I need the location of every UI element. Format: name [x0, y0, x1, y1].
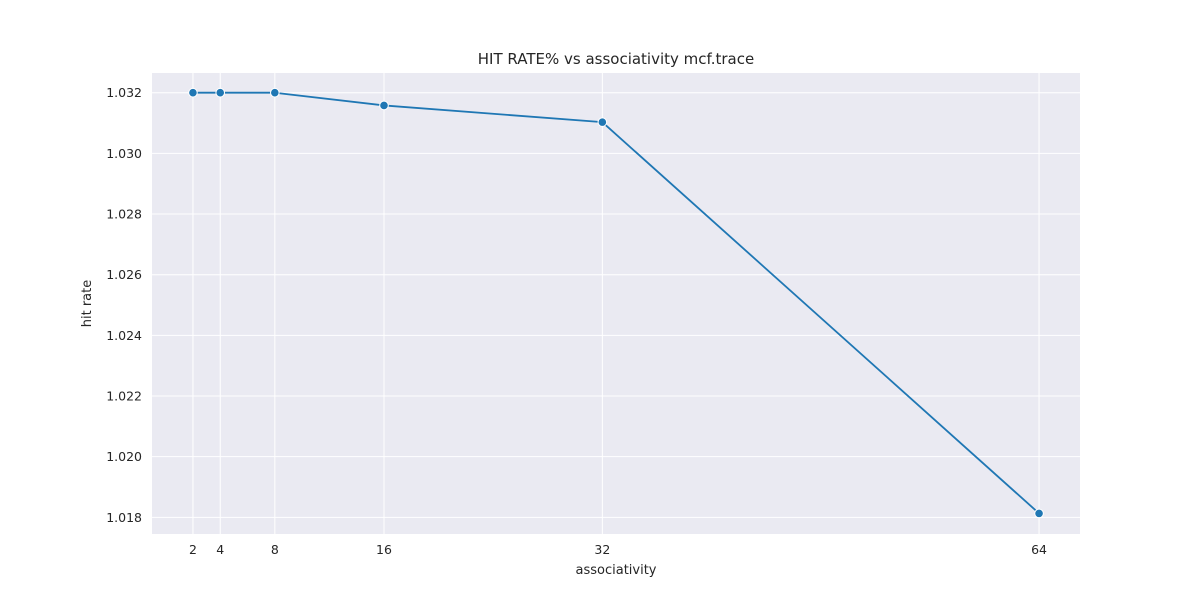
x-tick-label: 64 — [1031, 542, 1047, 557]
data-point — [270, 87, 280, 98]
y-tick-label: 1.018 — [106, 510, 142, 525]
y-tick-labels: 1.018 1.020 1.022 1.024 1.026 1.028 1.030 1.032 — [106, 85, 142, 525]
y-tick-label: 1.020 — [106, 449, 142, 464]
grid-lines — [152, 73, 1080, 534]
y-tick-label: 1.032 — [106, 85, 142, 100]
x-tick-label: 16 — [376, 542, 392, 557]
x-tick-label: 4 — [216, 542, 224, 557]
x-tick-labels: 2 4 8 16 32 64 — [189, 542, 1047, 557]
x-tick-label: 32 — [594, 542, 610, 557]
data-point — [1034, 508, 1044, 519]
data-point — [597, 117, 608, 127]
x-tick-label: 8 — [271, 542, 279, 557]
y-tick-label: 1.026 — [106, 267, 142, 282]
chart-title: HIT RATE% vs associativity mcf.trace — [478, 50, 754, 68]
data-point — [379, 100, 389, 111]
y-axis-label: hit rate — [80, 280, 95, 328]
x-axis-label: associativity — [576, 563, 657, 578]
plot-area — [152, 73, 1080, 534]
data-point — [188, 87, 198, 98]
data-point — [215, 87, 226, 98]
y-tick-label: 1.022 — [106, 389, 142, 404]
y-tick-label: 1.024 — [106, 328, 142, 343]
x-tick-label: 2 — [189, 542, 197, 557]
y-tick-label: 1.028 — [106, 207, 142, 222]
y-tick-label: 1.030 — [106, 146, 142, 161]
series-layer — [188, 87, 1044, 519]
